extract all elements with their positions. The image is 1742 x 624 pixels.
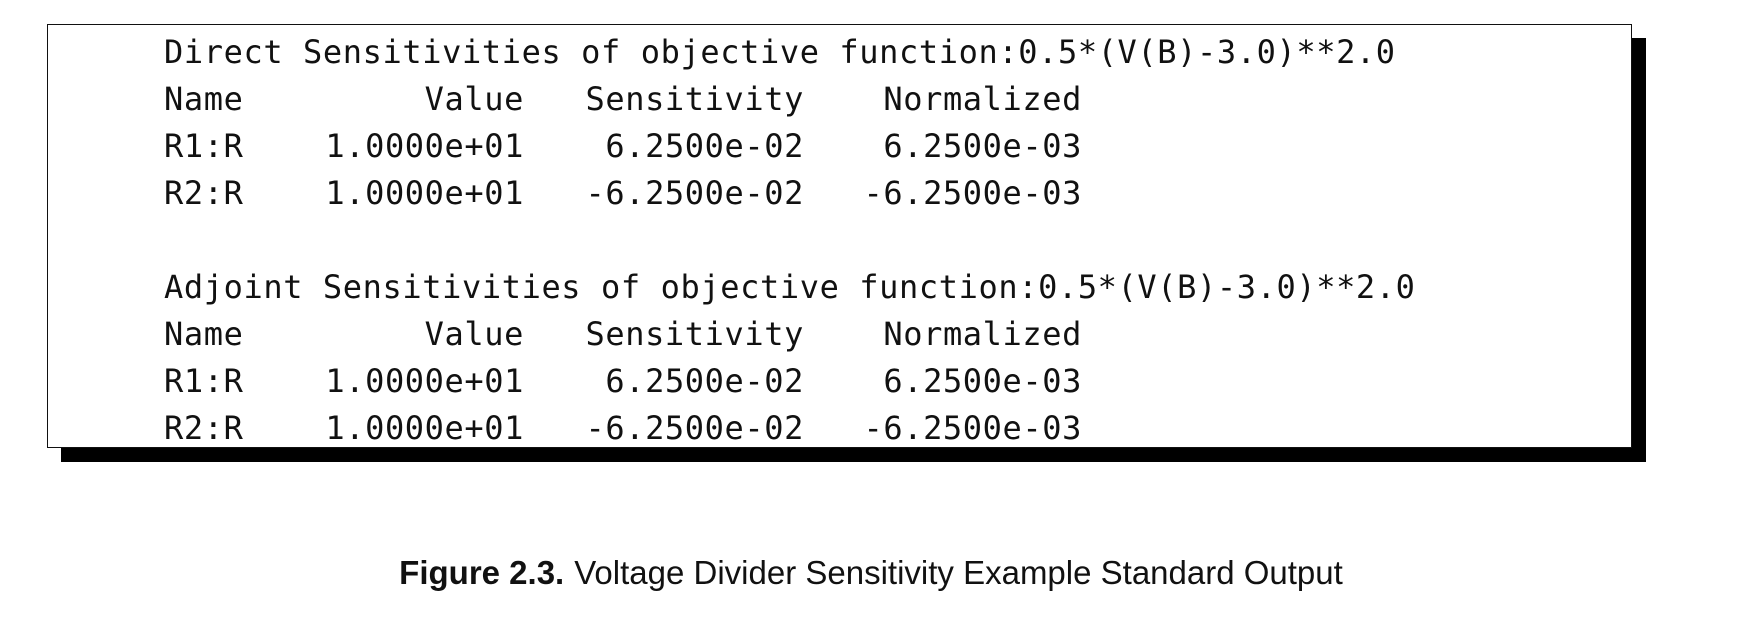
direct-r1-value: 1.0000e+01	[325, 127, 524, 165]
figure-caption-text: Voltage Divider Sensitivity Example Stan…	[574, 554, 1343, 591]
adjoint-header-normalized: Normalized	[883, 315, 1082, 353]
direct-r1-sensitivity: 6.2500e-02	[605, 127, 804, 165]
adjoint-r2-normalized: -6.2500e-03	[863, 409, 1082, 447]
adjoint-section-title: Adjoint Sensitivities of objective funct…	[164, 268, 1416, 306]
direct-r2-normalized: -6.2500e-03	[863, 174, 1082, 212]
adjoint-r2-sensitivity: -6.2500e-02	[585, 409, 804, 447]
output-text-block: Direct Sensitivities of objective functi…	[164, 29, 1416, 452]
adjoint-header-sensitivity: Sensitivity	[585, 315, 804, 353]
figure-label: Figure 2.3.	[399, 554, 565, 591]
adjoint-r2-value: 1.0000e+01	[325, 409, 524, 447]
direct-r1-name: R1:R	[164, 127, 244, 165]
adjoint-r1-value: 1.0000e+01	[325, 362, 524, 400]
adjoint-header-row: Name Value Sensitivity Normalized	[164, 311, 1416, 358]
direct-row-r1: R1:R 1.0000e+01 6.2500e-02 6.2500e-03	[164, 123, 1416, 170]
direct-header-sensitivity: Sensitivity	[585, 80, 804, 118]
direct-r1-normalized: 6.2500e-03	[883, 127, 1082, 165]
adjoint-r1-normalized: 6.2500e-03	[883, 362, 1082, 400]
direct-r2-value: 1.0000e+01	[325, 174, 524, 212]
direct-row-r2: R2:R 1.0000e+01 -6.2500e-02 -6.2500e-03	[164, 170, 1416, 217]
standard-output-box: Direct Sensitivities of objective functi…	[47, 24, 1632, 448]
direct-r2-name: R2:R	[164, 174, 244, 212]
direct-header-name: Name	[164, 80, 244, 118]
direct-header-normalized: Normalized	[883, 80, 1082, 118]
direct-header-row: Name Value Sensitivity Normalized	[164, 76, 1416, 123]
adjoint-row-r2: R2:R 1.0000e+01 -6.2500e-02 -6.2500e-03	[164, 405, 1416, 452]
adjoint-row-r1: R1:R 1.0000e+01 6.2500e-02 6.2500e-03	[164, 358, 1416, 405]
adjoint-header-name: Name	[164, 315, 244, 353]
blank-line-separator	[164, 217, 1416, 264]
adjoint-r2-name: R2:R	[164, 409, 244, 447]
adjoint-header-value: Value	[424, 315, 524, 353]
direct-section-title: Direct Sensitivities of objective functi…	[164, 33, 1396, 71]
adjoint-r1-name: R1:R	[164, 362, 244, 400]
figure-caption: Figure 2.3. Voltage Divider Sensitivity E…	[0, 554, 1742, 592]
direct-header-value: Value	[424, 80, 524, 118]
direct-r2-sensitivity: -6.2500e-02	[585, 174, 804, 212]
adjoint-r1-sensitivity: 6.2500e-02	[605, 362, 804, 400]
